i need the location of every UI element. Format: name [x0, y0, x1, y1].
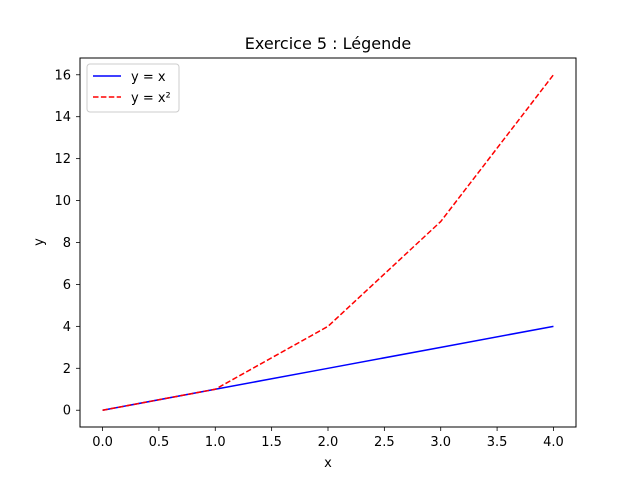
y-tick-label: 16	[54, 68, 71, 83]
y-tick-label: 0	[63, 404, 71, 419]
y-tick-label: 14	[54, 110, 71, 125]
x-tick-label: 1.0	[205, 435, 226, 450]
series-line-y-eq-x-squared	[102, 74, 555, 411]
y-tick-label: 4	[63, 320, 71, 335]
legend-label-y-eq-x: y = x	[131, 70, 166, 85]
y-tick-label: 2	[63, 362, 71, 377]
y-tick-label: 10	[54, 194, 71, 209]
x-axis-label: x	[324, 456, 332, 471]
y-tick-label: 12	[54, 152, 71, 167]
x-ticks: 0.0 0.5 1.0 1.5 2.0 2.5 3.0 3.5 4.0	[92, 427, 564, 450]
x-tick-label: 1.5	[261, 435, 282, 450]
x-tick-label: 2.5	[374, 435, 395, 450]
y-ticks: 0 2 4 6 8 10 12 14 16	[54, 68, 80, 419]
series-layer	[102, 74, 555, 411]
x-tick-label: 0.0	[92, 435, 113, 450]
series-line-y-eq-x	[102, 325, 554, 411]
legend: y = x y = x²	[86, 63, 180, 113]
y-tick-label: 6	[63, 278, 71, 293]
legend-label-y-eq-x-squared: y = x²	[131, 91, 171, 106]
x-tick-label: 2.0	[318, 435, 339, 450]
y-tick-label: 8	[63, 236, 71, 251]
x-tick-label: 3.0	[430, 435, 451, 450]
x-tick-label: 3.5	[487, 435, 508, 450]
y-axis-label: y	[32, 238, 47, 246]
chart-title: Exercice 5 : Légende	[245, 34, 411, 53]
plot-frame	[79, 57, 577, 428]
x-tick-label: 4.0	[543, 435, 564, 450]
x-tick-label: 0.5	[149, 435, 170, 450]
